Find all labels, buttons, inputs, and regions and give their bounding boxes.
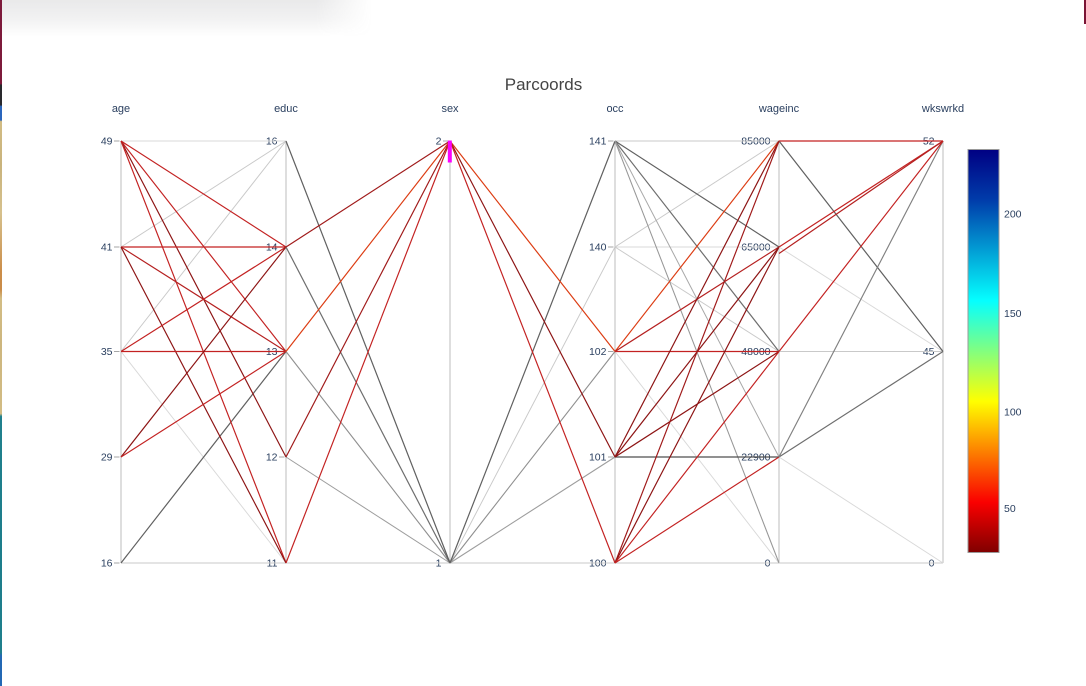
svg-text:wkswrkd: wkswrkd	[921, 103, 964, 115]
svg-text:12: 12	[266, 452, 278, 464]
svg-text:Parcoords: Parcoords	[505, 75, 582, 94]
svg-text:65000: 65000	[741, 242, 770, 254]
svg-text:age: age	[112, 103, 130, 115]
svg-text:150: 150	[1004, 308, 1022, 320]
svg-text:11: 11	[267, 558, 278, 570]
svg-text:100: 100	[1004, 407, 1022, 419]
svg-text:0: 0	[929, 558, 935, 570]
svg-text:sex: sex	[441, 103, 459, 115]
svg-text:100: 100	[589, 558, 607, 570]
svg-text:1: 1	[436, 558, 442, 570]
svg-text:50: 50	[1004, 503, 1016, 515]
svg-text:29: 29	[101, 452, 113, 464]
svg-text:140: 140	[589, 242, 607, 254]
svg-text:141: 141	[589, 136, 607, 148]
svg-text:16: 16	[266, 136, 278, 148]
svg-text:45: 45	[923, 346, 935, 358]
svg-text:200: 200	[1004, 209, 1022, 221]
svg-text:102: 102	[589, 346, 607, 358]
svg-text:16: 16	[101, 558, 113, 570]
svg-text:0: 0	[765, 558, 771, 570]
svg-text:35: 35	[101, 346, 113, 358]
svg-text:101: 101	[589, 452, 607, 464]
svg-text:educ: educ	[274, 103, 298, 115]
svg-text:occ: occ	[606, 103, 624, 115]
svg-text:41: 41	[101, 242, 113, 254]
svg-text:85000: 85000	[741, 136, 770, 148]
svg-text:wageinc: wageinc	[758, 103, 800, 115]
svg-text:2: 2	[436, 136, 442, 148]
svg-text:49: 49	[101, 136, 113, 148]
